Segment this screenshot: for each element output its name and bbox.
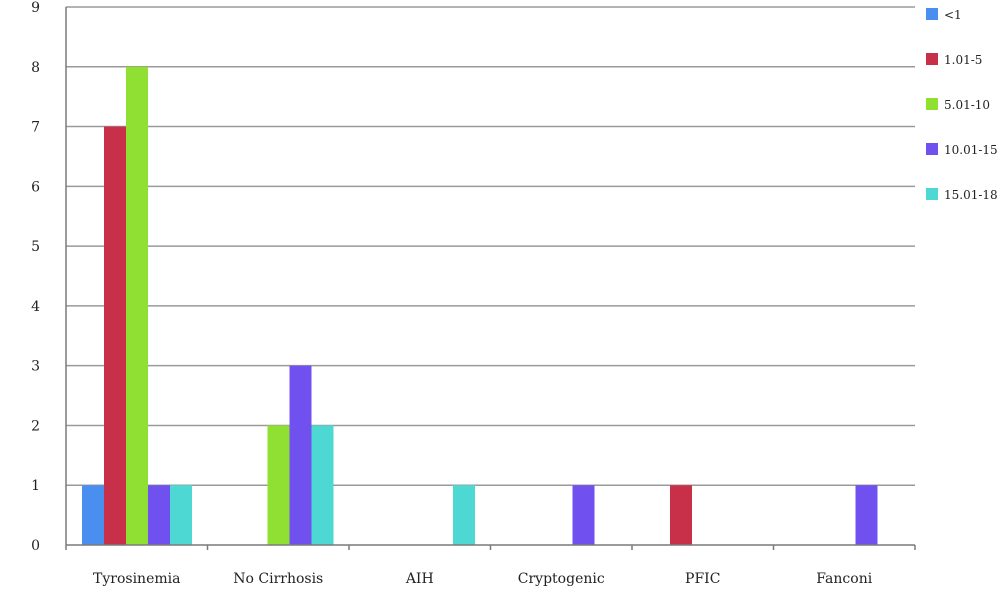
y-tick-label: 7: [31, 120, 40, 136]
legend-label: 5.01-10: [944, 98, 990, 112]
y-tick-label: 9: [31, 0, 40, 16]
x-axis-labels: Tyrosinemia No Cirrhosis AIH Cryptogenic PFI…: [93, 571, 873, 587]
bar: [572, 485, 595, 545]
legend-swatch: [926, 98, 938, 110]
bar: [126, 66, 148, 546]
legend-swatch: [926, 143, 938, 155]
bar: [104, 126, 126, 546]
legend-label: <1: [944, 8, 962, 22]
y-tick-label: 3: [31, 359, 40, 375]
y-tick-label: 2: [31, 418, 40, 434]
axes: [65, 7, 916, 550]
bar: [267, 425, 290, 545]
y-tick-label: 4: [31, 299, 40, 315]
legend: <1 1.01-5 5.01-10 10.01-15 15.01-18: [926, 8, 998, 202]
legend-swatch: [926, 53, 938, 65]
bar: [855, 485, 878, 545]
x-category-label: AIH: [405, 571, 434, 587]
gridlines: [66, 6, 915, 486]
x-category-label: No Cirrhosis: [233, 571, 323, 587]
y-tick-label: 8: [31, 60, 40, 76]
bars: [82, 66, 878, 546]
legend-label: 1.01-5: [944, 53, 982, 67]
y-tick-label: 6: [31, 179, 40, 195]
bar: [453, 485, 475, 545]
y-axis-ticks: 0 1 2 3 4 5 6 7 8 9: [31, 0, 40, 554]
y-tick-label: 1: [31, 478, 40, 494]
legend-label: 15.01-18: [944, 188, 998, 202]
legend-swatch: [926, 8, 938, 20]
bar: [148, 485, 170, 545]
bar: [170, 485, 192, 545]
y-tick-label: 5: [31, 239, 40, 255]
x-category-label: Tyrosinemia: [93, 571, 180, 587]
legend-label: 10.01-15: [944, 143, 998, 157]
y-tick-label: 0: [31, 538, 40, 554]
legend-swatch: [926, 188, 938, 200]
x-category-label: PFIC: [685, 571, 720, 587]
x-category-label: Cryptogenic: [518, 571, 605, 587]
bar: [670, 485, 692, 545]
x-category-label: Fanconi: [816, 571, 872, 587]
bar: [311, 425, 334, 545]
bar: [289, 365, 312, 545]
bar: [82, 485, 104, 545]
